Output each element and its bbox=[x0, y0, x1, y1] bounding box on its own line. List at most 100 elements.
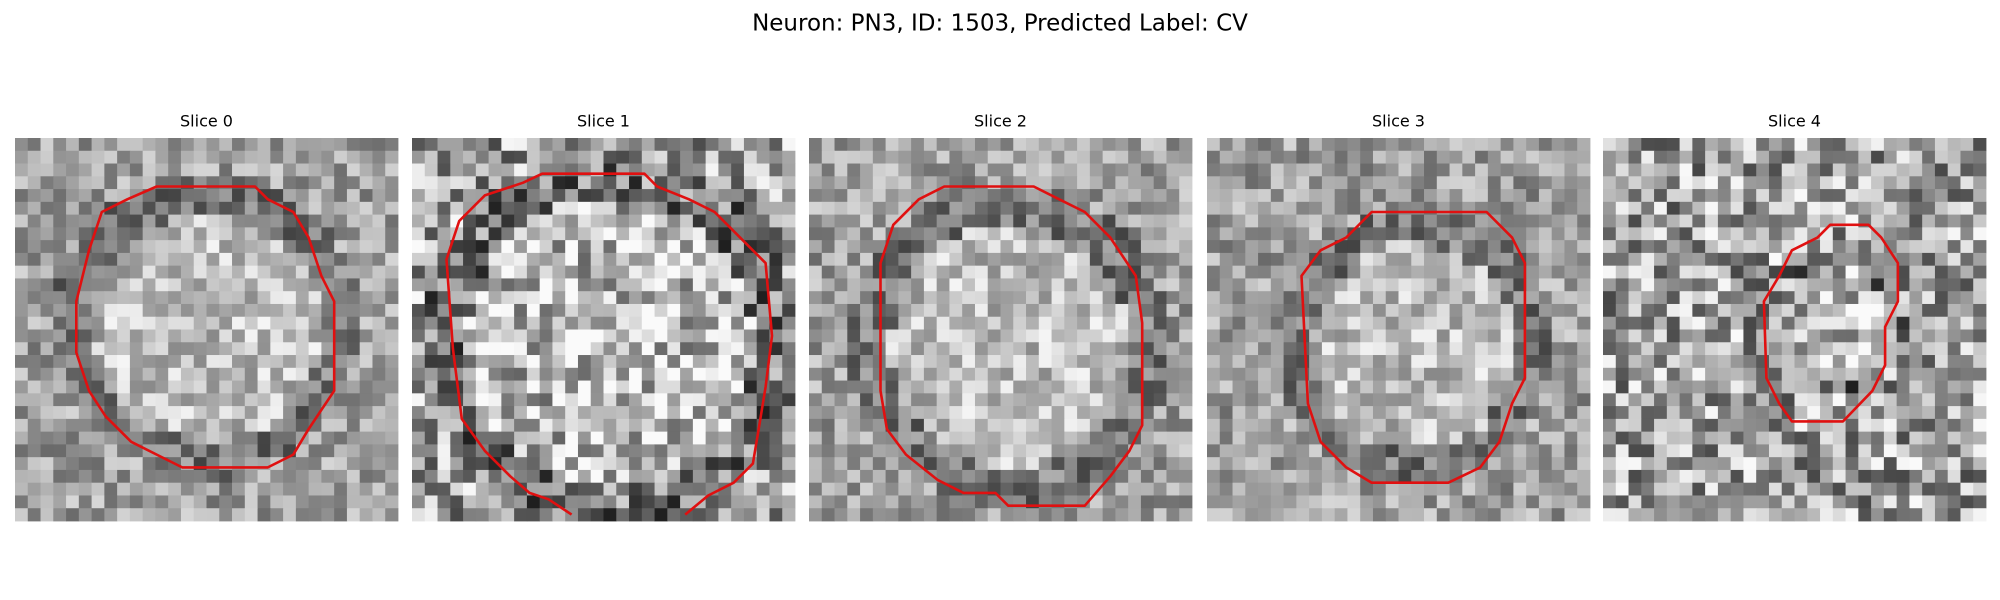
pixel bbox=[117, 431, 131, 445]
pixel bbox=[1820, 444, 1834, 458]
pixel bbox=[616, 176, 630, 190]
pixel bbox=[385, 355, 399, 369]
pixel bbox=[424, 329, 438, 343]
pixel bbox=[1334, 380, 1348, 394]
pixel bbox=[1296, 163, 1310, 177]
pixel bbox=[1692, 444, 1706, 458]
pixel bbox=[40, 189, 54, 203]
pixel bbox=[257, 176, 271, 190]
pixel bbox=[1858, 469, 1872, 484]
pixel bbox=[1526, 252, 1540, 267]
pixel bbox=[885, 342, 899, 356]
pixel bbox=[1871, 329, 1885, 343]
pixel bbox=[244, 150, 258, 164]
pixel bbox=[1934, 163, 1949, 177]
pixel bbox=[1500, 355, 1514, 369]
pixel bbox=[1462, 278, 1476, 292]
pixel bbox=[1500, 329, 1514, 343]
pixel bbox=[219, 342, 233, 356]
pixel bbox=[1832, 252, 1846, 267]
pixel bbox=[809, 316, 823, 330]
pixel bbox=[270, 214, 284, 228]
pixel bbox=[346, 380, 361, 394]
pixel bbox=[860, 316, 874, 330]
pixel bbox=[1781, 406, 1795, 420]
pixel bbox=[1026, 138, 1040, 152]
pixel bbox=[193, 291, 207, 305]
pixel bbox=[526, 316, 541, 330]
pixel bbox=[412, 150, 426, 164]
pixel bbox=[1334, 367, 1348, 381]
pixel bbox=[1743, 431, 1757, 445]
pixel bbox=[756, 176, 770, 190]
pixel bbox=[1179, 214, 1193, 228]
pixel bbox=[1538, 444, 1553, 458]
pixel bbox=[1398, 214, 1412, 228]
pixel bbox=[1398, 240, 1412, 254]
pixel bbox=[1219, 240, 1233, 254]
pixel bbox=[91, 252, 105, 267]
pixel bbox=[834, 508, 848, 522]
pixel bbox=[923, 227, 938, 241]
pixel bbox=[1679, 227, 1693, 241]
pixel bbox=[1347, 189, 1361, 203]
pixel bbox=[692, 214, 707, 228]
pixel bbox=[705, 457, 719, 471]
pixel bbox=[1909, 214, 1923, 228]
pixel bbox=[1179, 240, 1193, 254]
pixel bbox=[53, 367, 67, 381]
pixel bbox=[1347, 495, 1361, 509]
pixel bbox=[705, 380, 719, 394]
pixel bbox=[501, 303, 515, 318]
pixel bbox=[1615, 355, 1629, 369]
pixel bbox=[898, 150, 912, 164]
pixel bbox=[1245, 444, 1259, 458]
pixel bbox=[1666, 176, 1680, 190]
pixel bbox=[1577, 418, 1591, 433]
pixel bbox=[244, 495, 258, 509]
pixel bbox=[731, 406, 745, 420]
pixel bbox=[860, 495, 874, 509]
pixel bbox=[1462, 227, 1476, 241]
pixel bbox=[731, 431, 745, 445]
pixel bbox=[756, 495, 770, 509]
pixel bbox=[1089, 367, 1104, 381]
pixel bbox=[1166, 138, 1180, 152]
pixel bbox=[782, 163, 796, 177]
pixel bbox=[1820, 457, 1834, 471]
pixel bbox=[1385, 431, 1399, 445]
pixel bbox=[1615, 252, 1629, 267]
pixel bbox=[78, 469, 92, 484]
pixel bbox=[1115, 316, 1129, 330]
pixel bbox=[743, 265, 758, 279]
pixel bbox=[872, 431, 886, 445]
pixel bbox=[1832, 291, 1846, 305]
pixel bbox=[385, 265, 399, 279]
pixel bbox=[1781, 380, 1795, 394]
pixel bbox=[603, 138, 617, 152]
pixel bbox=[1858, 508, 1872, 522]
pixel bbox=[1730, 342, 1744, 356]
pixel bbox=[1051, 227, 1065, 241]
pixel bbox=[1487, 252, 1502, 267]
pixel bbox=[731, 316, 745, 330]
pixel bbox=[1973, 406, 1987, 420]
pixel bbox=[1166, 444, 1180, 458]
pixel bbox=[180, 240, 195, 254]
pixel bbox=[232, 163, 246, 177]
pixel bbox=[629, 189, 643, 203]
pixel bbox=[1179, 265, 1193, 279]
pixel bbox=[911, 138, 925, 152]
pixel bbox=[1909, 469, 1923, 484]
pixel bbox=[616, 150, 630, 164]
pixel bbox=[898, 227, 912, 241]
pixel bbox=[1283, 355, 1297, 369]
pixel bbox=[1858, 431, 1872, 445]
pixel bbox=[1449, 393, 1463, 407]
pixel bbox=[1309, 176, 1323, 190]
pixel bbox=[1577, 138, 1591, 152]
pixel bbox=[450, 482, 464, 496]
pixel bbox=[1245, 469, 1259, 484]
pixel bbox=[1166, 329, 1180, 343]
pixel bbox=[437, 355, 451, 369]
